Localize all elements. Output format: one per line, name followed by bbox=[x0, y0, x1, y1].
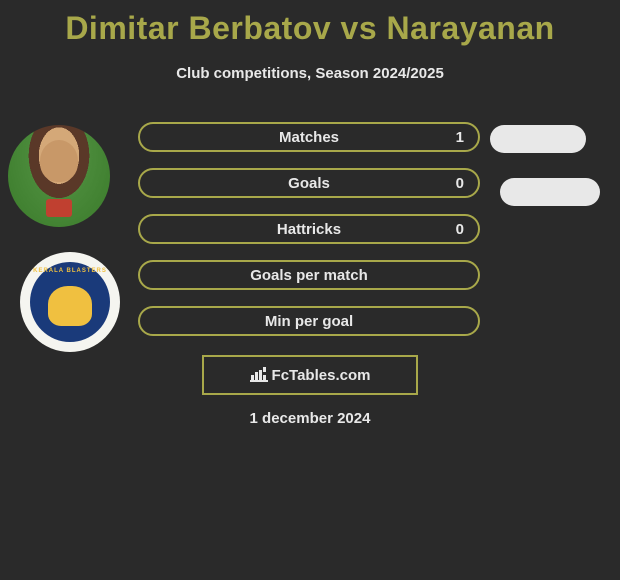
subtitle: Club competitions, Season 2024/2025 bbox=[0, 65, 620, 82]
stat-row-hattricks: Hattricks 0 bbox=[138, 214, 480, 244]
club-badge-text: KERALA BLASTERS bbox=[33, 268, 107, 274]
stat-value: 0 bbox=[456, 175, 464, 192]
stat-row-goals-per-match: Goals per match bbox=[138, 260, 480, 290]
elephant-icon bbox=[48, 286, 92, 326]
stat-label: Goals bbox=[288, 175, 330, 192]
player2-avatar: KERALA BLASTERS bbox=[20, 252, 120, 352]
stat-row-goals: Goals 0 bbox=[138, 168, 480, 198]
stat-value: 0 bbox=[456, 221, 464, 238]
stat-label: Matches bbox=[279, 129, 339, 146]
stat-value: 1 bbox=[456, 129, 464, 146]
stat-row-matches: Matches 1 bbox=[138, 122, 480, 152]
club-badge: KERALA BLASTERS bbox=[30, 262, 110, 342]
stat-label: Min per goal bbox=[265, 313, 353, 330]
attribution-box: FcTables.com bbox=[202, 355, 418, 395]
site-name: FcTables.com bbox=[272, 367, 371, 384]
date-text: 1 december 2024 bbox=[0, 410, 620, 427]
player2-stat-pill bbox=[490, 125, 586, 153]
stat-row-min-per-goal: Min per goal bbox=[138, 306, 480, 336]
page-title: Dimitar Berbatov vs Narayanan bbox=[0, 0, 620, 47]
player1-avatar bbox=[8, 125, 110, 227]
chart-icon bbox=[250, 368, 268, 382]
player2-stat-pill bbox=[500, 178, 600, 206]
stat-label: Hattricks bbox=[277, 221, 341, 238]
stat-label: Goals per match bbox=[250, 267, 368, 284]
stats-bars: Matches 1 Goals 0 Hattricks 0 Goals per … bbox=[138, 122, 480, 352]
